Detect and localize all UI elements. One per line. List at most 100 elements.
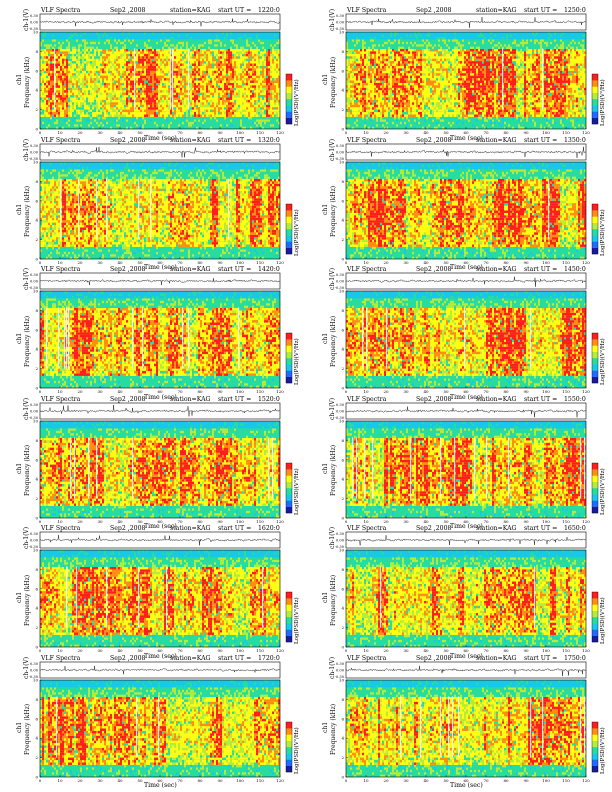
spectrogram-cell [436, 32, 439, 35]
spectrogram-cell [132, 116, 135, 120]
spectrogram-cell [244, 68, 247, 71]
spectrogram-cell [160, 119, 163, 122]
spectrogram-cell [436, 68, 439, 71]
spectrogram-cell [422, 99, 425, 103]
spectrogram-cell [90, 92, 93, 96]
spectrogram-cell [124, 51, 127, 54]
spectrogram-cell [128, 46, 131, 50]
spectrogram-cell [152, 36, 155, 40]
spectrogram-cell [366, 107, 369, 110]
spectrogram-cell [384, 46, 387, 50]
spectrogram-cell [90, 75, 93, 79]
spectrogram-cell [412, 41, 415, 45]
spectrogram-cell [44, 36, 47, 40]
spectrogram-cell [204, 121, 207, 125]
spectrogram-cell [394, 114, 397, 117]
spectrogram-cell [110, 99, 113, 103]
spectrogram-cell [112, 63, 115, 66]
spectrogram-cell [416, 68, 419, 71]
spectrogram-cell [120, 56, 123, 59]
spectrogram-cell [56, 80, 59, 83]
spectrogram-cell [184, 124, 187, 127]
spectrogram-cell [250, 68, 253, 71]
spectrogram-cell [186, 90, 189, 93]
spectrogram-cell [158, 116, 161, 120]
spectrogram-cell [184, 114, 187, 117]
spectrogram-cell [116, 121, 119, 125]
spectrogram-cell [194, 90, 197, 93]
spectrogram-cell [228, 126, 231, 130]
spectrogram-cell [410, 112, 413, 115]
spectrogram-cell [354, 48, 357, 52]
spectrogram-cell [86, 39, 89, 42]
spectrogram-cell [356, 87, 359, 91]
spectrogram-cell [386, 116, 389, 120]
spectrogram-cell [358, 119, 361, 122]
spectrogram-cell [152, 46, 155, 50]
spectrogram-cell [378, 58, 381, 62]
spectrogram-cell [206, 85, 209, 88]
spectrogram-cell [42, 41, 45, 45]
spectrogram-cell [366, 102, 369, 105]
spectrogram-cell [88, 36, 91, 40]
spectrogram-cell [166, 61, 169, 64]
spectrogram-cell [176, 44, 179, 47]
spectrogram-cell [44, 114, 47, 117]
spectrogram-cell [162, 114, 165, 117]
spectrogram-cell [46, 80, 49, 83]
spectrogram-cell [76, 126, 79, 130]
spectrogram-cell [96, 85, 99, 88]
spectrogram-cell [398, 119, 401, 122]
spectrogram-cell [360, 78, 363, 81]
spectrogram-cell [238, 104, 241, 108]
spectrogram-cell [200, 119, 203, 122]
spectrogram-cell [208, 104, 211, 108]
spectrogram-cell [200, 114, 203, 117]
spectrogram-cell [374, 73, 377, 76]
spectrogram-cell [424, 114, 427, 117]
spectrogram-cell [166, 121, 169, 125]
spectrogram-cell [74, 73, 77, 76]
spectrogram-cell [178, 97, 181, 100]
spectrogram-cell [60, 112, 63, 115]
spectrogram-cell [266, 85, 269, 88]
spectrogram-cell [180, 112, 183, 115]
spectrogram-cell [268, 63, 271, 66]
spectrogram-cell [252, 116, 255, 120]
spectrogram-cell [218, 32, 221, 35]
spectrogram-cell [366, 104, 369, 108]
spectrogram-cell [126, 78, 129, 81]
spectrogram-cell [266, 32, 269, 35]
spectrogram-cell [412, 87, 415, 91]
spectrogram-cell [126, 119, 129, 122]
spectrogram-cell [62, 126, 65, 130]
spectrogram-cell [186, 32, 189, 35]
spectrogram-cell [158, 82, 161, 86]
spectrogram-cell [362, 87, 365, 91]
spectrogram-cell [408, 41, 411, 45]
spectrogram-cell [402, 56, 405, 59]
spectrogram-cell [68, 87, 71, 91]
colorbar [285, 73, 293, 125]
spectrogram-cell [418, 92, 421, 96]
spectrogram-cell [192, 97, 195, 100]
spectrogram-cell [132, 56, 135, 59]
spectrogram-cell [146, 97, 149, 100]
spectrogram-cell [132, 68, 135, 71]
spectrogram-cell [250, 90, 253, 93]
spectrogram-cell [250, 39, 253, 42]
spectrogram-cell [82, 112, 85, 115]
spectrogram-cell [160, 97, 163, 100]
spectrogram-cell [136, 46, 139, 50]
spectrogram-cell [168, 114, 171, 117]
spectrogram-cell [226, 82, 229, 86]
spectrogram-cell [386, 53, 389, 57]
spectrogram-cell [346, 114, 349, 117]
spectrogram-cell [262, 68, 265, 71]
spectrogram-cell [82, 51, 85, 54]
spectrogram-cell [400, 87, 403, 91]
spectrogram-cell [150, 102, 153, 105]
spectrogram-cell [140, 61, 143, 64]
spectrogram-cell [184, 92, 187, 96]
spectrogram-cell [420, 121, 423, 125]
